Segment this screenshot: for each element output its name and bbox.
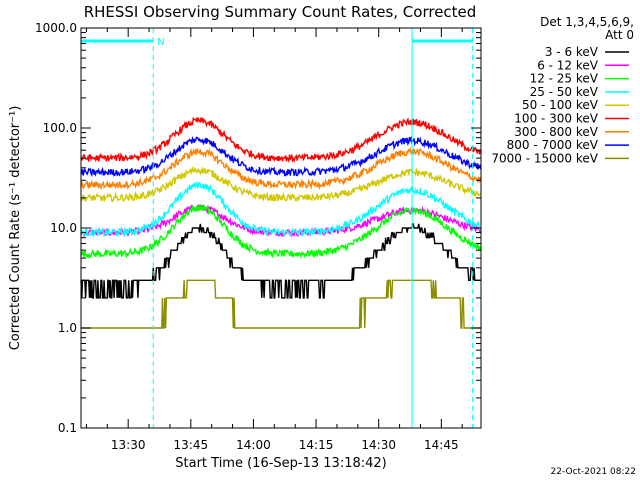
legend-header-line-1: Det 1,3,4,5,6,9, <box>540 15 634 29</box>
series-line-3 <box>80 181 482 238</box>
y-tick-label: 100.0 <box>43 121 77 135</box>
x-tick-label: 14:15 <box>299 438 334 452</box>
series-line-8 <box>81 279 481 329</box>
legend-label-3: 25 - 50 keV <box>530 85 599 99</box>
y-tick-label: 1000.0 <box>35 21 77 35</box>
x-tick-label: 14:00 <box>236 438 271 452</box>
data-layer <box>80 116 482 329</box>
legend-label-8: 7000 - 15000 keV <box>491 151 598 165</box>
y-tick-label: 1.0 <box>58 321 77 335</box>
legend-label-0: 3 - 6 keV <box>545 45 599 59</box>
series-line-0 <box>80 223 481 299</box>
x-tick-label: 13:45 <box>174 438 209 452</box>
legend-label-5: 100 - 300 keV <box>514 112 598 126</box>
night-label: N <box>157 37 164 48</box>
legend-label-1: 6 - 12 keV <box>537 58 599 72</box>
x-tick-label: 14:30 <box>361 438 396 452</box>
series-line-6 <box>80 146 482 191</box>
legend-label-4: 50 - 100 keV <box>522 98 599 112</box>
footer-date: 22-Oct-2021 08:22 <box>551 467 636 477</box>
series-line-7 <box>80 135 482 178</box>
x-axis-label: Start Time (16-Sep-13 13:18:42) <box>175 456 386 471</box>
axis-ticks: 0.1 1.0 10.0 100.0 1000.0 13:30 13:45 14:00 14:1… <box>35 21 481 452</box>
legend-label-2: 12 - 25 keV <box>530 72 599 86</box>
legend-label-7: 800 - 7000 keV <box>507 138 599 152</box>
x-tick-label: 13:30 <box>111 438 146 452</box>
series-line-5 <box>80 116 481 164</box>
x-tick-label: 14:45 <box>424 438 459 452</box>
chart-title: RHESSI Observing Summary Count Rates, Co… <box>84 3 477 21</box>
y-tick-label: 0.1 <box>58 421 77 435</box>
y-axis-label: Corrected Count Rate (s⁻¹ detector⁻¹) <box>8 106 23 351</box>
legend-label-6: 300 - 800 keV <box>514 125 598 139</box>
series-line-2 <box>80 204 482 260</box>
series-line-4 <box>80 165 482 203</box>
y-tick-label: 10.0 <box>50 221 77 235</box>
legend-header-line-2: Att 0 <box>605 28 634 42</box>
